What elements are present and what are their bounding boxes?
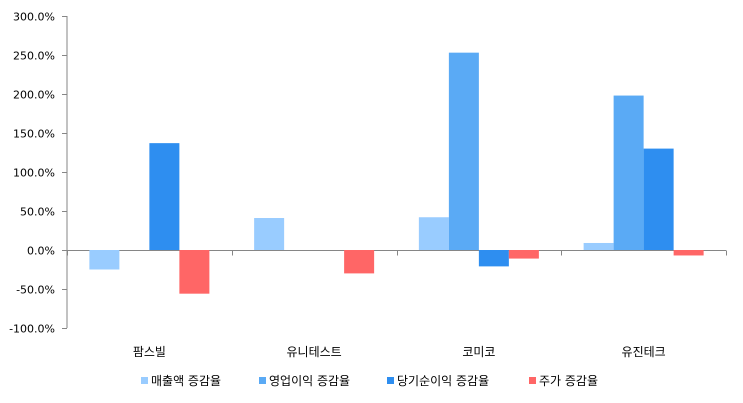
bars — [89, 52, 704, 294]
legend-label: 주가 증감율 — [539, 374, 598, 388]
y-tick-label: 50.0% — [20, 206, 55, 219]
y-tick-label: 200.0% — [13, 89, 55, 102]
category-label: 팜스빌 — [133, 345, 166, 359]
bar — [508, 250, 539, 259]
category-label: 유니테스트 — [287, 345, 342, 359]
y-tick-label: 250.0% — [13, 50, 55, 63]
legend-label: 매출액 증감율 — [151, 374, 221, 388]
legend-swatch — [387, 377, 394, 384]
y-tick-label: -100.0% — [9, 323, 55, 336]
bar — [89, 250, 120, 270]
bar — [418, 217, 449, 250]
legend-swatch — [259, 377, 266, 384]
y-tick-label: 150.0% — [13, 128, 55, 141]
legend: 매출액 증감율 영업이익 증감율 당기순이익 증감율 주가 증감율 — [141, 374, 598, 388]
bar — [448, 52, 479, 250]
category-label: 유진테크 — [622, 345, 666, 359]
y-tick-label: 100.0% — [13, 167, 55, 180]
bar — [149, 143, 180, 250]
bar — [254, 218, 285, 250]
bar — [613, 95, 644, 250]
legend-swatch — [529, 377, 536, 384]
legend-swatch — [141, 377, 148, 384]
bar — [179, 250, 210, 294]
bar — [643, 148, 674, 250]
bar — [344, 250, 375, 274]
legend-label: 영업이익 증감율 — [269, 374, 350, 388]
bar — [673, 250, 704, 256]
y-tick-label: -50.0% — [16, 284, 55, 297]
category-label: 코미코 — [462, 345, 495, 359]
bar — [478, 250, 509, 267]
y-tick-label: 300.0% — [13, 11, 55, 24]
legend-label: 당기순이익 증감율 — [397, 374, 489, 388]
bar — [583, 242, 614, 250]
x-axis: 팜스빌 유니테스트 코미코 유진테크 — [67, 250, 727, 359]
y-axis: 300.0% 250.0% 200.0% 150.0% 100.0% 50.0% 0.0% -… — [9, 11, 68, 336]
y-tick-label: 0.0% — [27, 245, 55, 258]
